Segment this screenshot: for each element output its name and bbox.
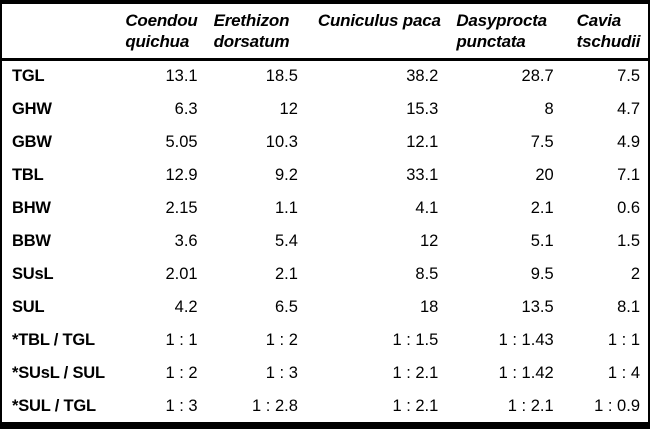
cell: 1 : 2.1 — [392, 396, 439, 415]
table-row-bbw: BBW 3.6 5.4 12 5.1 1.5 — [2, 225, 648, 258]
cell: 10.3 — [265, 132, 298, 151]
cell: 2.1 — [274, 264, 298, 283]
col-header-species: dorsatum — [213, 32, 290, 51]
cell: 1.5 — [617, 231, 640, 250]
table-row-ratio-susl-sul: *SUsL / SUL 1 : 2 1 : 3 1 : 2.1 1 : 1.42… — [2, 357, 648, 390]
cell: 2.01 — [165, 264, 198, 283]
cell: 4.7 — [617, 99, 640, 118]
row-label: SUL — [12, 297, 45, 316]
cell: 1 : 2 — [165, 363, 198, 382]
cell: 1 : 3 — [265, 363, 298, 382]
cell: 7.1 — [617, 165, 640, 184]
cell: 13.1 — [165, 67, 198, 86]
col-header-species: tschudii — [576, 32, 641, 51]
table-row-ratio-sul-tgl: *SUL / TGL 1 : 3 1 : 2.8 1 : 2.1 1 : 2.1… — [2, 390, 648, 423]
cell: 1 : 1.43 — [498, 330, 554, 349]
col-header-coendou-quichua: Coendou quichua — [105, 4, 206, 61]
col-header-genus: Cavia — [576, 11, 622, 30]
row-label: *SUL / TGL — [12, 396, 96, 415]
row-label: BBW — [12, 231, 51, 250]
col-header-dasyprocta-punctata: Dasyprocta punctata — [446, 4, 562, 61]
header-row: Coendou quichua Erethizon dorsatum Cunic… — [2, 4, 648, 61]
cell: 1 : 1 — [607, 330, 640, 349]
cell: 1 : 2 — [265, 330, 298, 349]
cell: 5.4 — [274, 231, 298, 250]
row-label: TGL — [12, 67, 45, 86]
cell: 1.1 — [274, 198, 298, 217]
cell: 33.1 — [406, 165, 439, 184]
cell: 12 — [419, 231, 439, 250]
row-label: GHW — [12, 99, 52, 118]
col-header-erethizon-dorsatum: Erethizon dorsatum — [205, 4, 306, 61]
table-row-sul: SUL 4.2 6.5 18 13.5 8.1 — [2, 291, 648, 324]
row-label: BHW — [12, 198, 51, 217]
cell: 13.5 — [521, 297, 554, 316]
cell: 4.1 — [415, 198, 439, 217]
col-header-cavia-tschudii: Cavia tschudii — [561, 4, 648, 61]
cell: 12 — [279, 99, 298, 118]
cell: 8 — [544, 99, 554, 118]
table-row-bhw: BHW 2.15 1.1 4.1 2.1 0.6 — [2, 192, 648, 225]
cell: 15.3 — [406, 99, 439, 118]
cell: 7.5 — [617, 67, 640, 86]
table-row-tbl: TBL 12.9 9.2 33.1 20 7.1 — [2, 159, 648, 192]
cell: 1 : 2.1 — [507, 396, 554, 415]
cell: 4.9 — [617, 132, 640, 151]
row-label: *TBL / TGL — [12, 330, 95, 349]
cell: 1 : 4 — [607, 363, 640, 382]
cell: 1 : 1 — [165, 330, 198, 349]
cell: 6.5 — [274, 297, 298, 316]
cell: 5.1 — [530, 231, 554, 250]
cell: 18 — [419, 297, 439, 316]
row-label: GBW — [12, 132, 52, 151]
cell: 1 : 0.9 — [594, 396, 640, 415]
cell: 1 : 1.42 — [498, 363, 554, 382]
col-header-genus: Cuniculus paca — [317, 11, 441, 30]
row-label: SUsL — [12, 264, 54, 283]
col-header-genus: Dasyprocta — [456, 11, 547, 30]
table-row-susl: SUsL 2.01 2.1 8.5 9.5 2 — [2, 258, 648, 291]
row-label: *SUsL / SUL — [12, 363, 105, 382]
cell: 1 : 1.5 — [392, 330, 439, 349]
cell: 4.2 — [174, 297, 198, 316]
table-row-tgl: TGL 13.1 18.5 38.2 28.7 7.5 — [2, 60, 648, 93]
col-header-cuniculus-paca: Cuniculus paca — [305, 4, 447, 61]
cell: 5.05 — [165, 132, 198, 151]
cell: 12.1 — [406, 132, 439, 151]
cell: 2 — [630, 264, 640, 283]
cell: 0.6 — [617, 198, 640, 217]
table-row-ratio-tbl-tgl: *TBL / TGL 1 : 1 1 : 2 1 : 1.5 1 : 1.43 … — [2, 324, 648, 357]
corner-cell — [2, 4, 106, 61]
cell: 1 : 2.1 — [392, 363, 439, 382]
row-label: TBL — [12, 165, 44, 184]
measurement-table: Coendou quichua Erethizon dorsatum Cunic… — [2, 4, 648, 423]
cell: 8.5 — [415, 264, 439, 283]
cell: 9.5 — [530, 264, 554, 283]
cell: 3.6 — [174, 231, 198, 250]
cell: 1 : 3 — [165, 396, 198, 415]
cell: 38.2 — [406, 67, 439, 86]
cell: 7.5 — [530, 132, 554, 151]
table-row-ghw: GHW 6.3 12 15.3 8 4.7 — [2, 93, 648, 126]
cell: 1 : 2.8 — [252, 396, 298, 415]
col-header-species: quichua — [125, 32, 190, 51]
cell: 18.5 — [265, 67, 298, 86]
cell: 6.3 — [174, 99, 198, 118]
col-header-species: punctata — [456, 32, 526, 51]
cell: 2.15 — [165, 198, 198, 217]
table-row-gbw: GBW 5.05 10.3 12.1 7.5 4.9 — [2, 126, 648, 159]
col-header-genus: Coendou — [125, 11, 198, 30]
cell: 2.1 — [530, 198, 554, 217]
cell: 9.2 — [274, 165, 298, 184]
cell: 8.1 — [617, 297, 640, 316]
col-header-genus: Erethizon — [213, 11, 290, 30]
cell: 12.9 — [165, 165, 198, 184]
cell: 28.7 — [521, 67, 554, 86]
cell: 20 — [535, 165, 554, 184]
